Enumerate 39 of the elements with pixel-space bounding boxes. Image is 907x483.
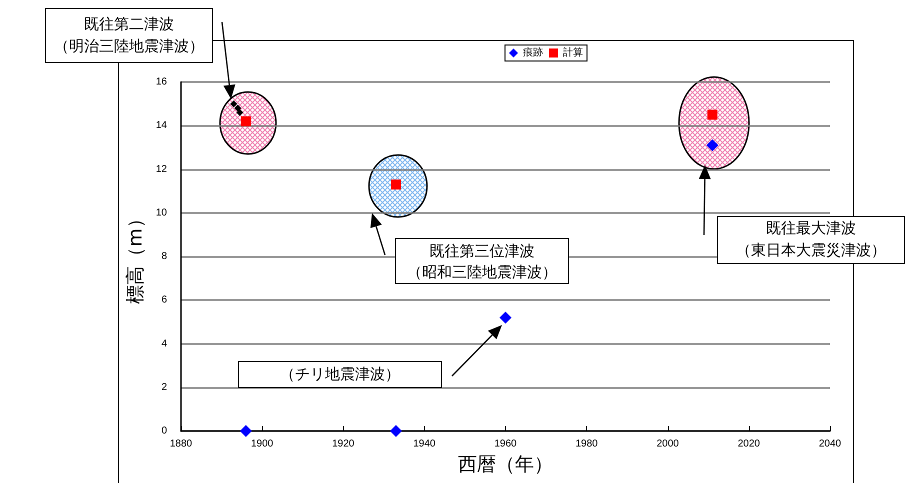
point [230, 100, 238, 108]
point [234, 104, 242, 112]
x-tick-label: 2000 [656, 438, 680, 450]
point [240, 425, 252, 437]
text: （明治三陸地震津波） [54, 36, 204, 56]
x-axis-title: 西暦（年） [458, 454, 553, 476]
y-tick-label: 12 [156, 164, 168, 175]
y-tick-label: 8 [161, 251, 168, 262]
y-tick-label: 14 [156, 120, 168, 132]
x-tick-label: 1920 [332, 438, 355, 450]
point [390, 180, 401, 190]
x-tick-label: 1940 [413, 438, 436, 450]
y-tick-label: 2 [161, 382, 168, 393]
x-tick-label: 1880 [170, 438, 193, 450]
y-tick-label: 6 [161, 294, 168, 306]
point [236, 109, 244, 116]
text: 既往第二津波 [84, 14, 174, 34]
point [707, 110, 718, 120]
annotation: 既往第三位津波 [430, 241, 534, 261]
y-tick-label: 0 [161, 426, 168, 436]
legend-label: 痕跡 [523, 46, 543, 58]
point [500, 312, 512, 324]
y-tick-label: 4 [161, 338, 168, 350]
x-tick-label: 1960 [494, 438, 518, 450]
x-tick-label: 2020 [738, 438, 760, 450]
x-tick-label: 1900 [251, 438, 274, 450]
y-axis-title: 標高（m） [124, 209, 146, 304]
annotation: 既往最大津波 [766, 218, 856, 238]
annotation: （昭和三陸地震津波） [407, 262, 557, 282]
legend-label: 計算 [563, 46, 583, 58]
point [390, 425, 402, 437]
point [706, 139, 718, 152]
point [240, 116, 251, 126]
y-tick-label: 10 [156, 207, 168, 218]
y-tick-label: 16 [156, 76, 168, 88]
x-tick-label: 2040 [818, 438, 842, 450]
x-tick-label: 1980 [576, 438, 598, 450]
annotation: （東日本大震災津波） [736, 240, 886, 260]
annotation: （チリ地震津波） [280, 364, 400, 384]
